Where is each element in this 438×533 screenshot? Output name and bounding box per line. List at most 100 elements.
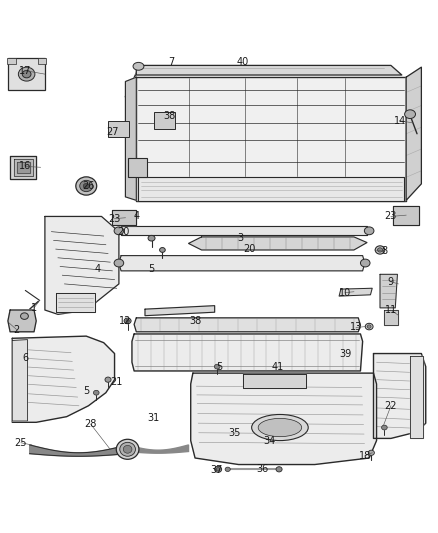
Ellipse shape <box>215 466 222 472</box>
Text: 5: 5 <box>83 385 89 395</box>
Polygon shape <box>406 67 421 200</box>
Polygon shape <box>17 162 30 173</box>
Polygon shape <box>132 334 363 371</box>
Ellipse shape <box>159 247 165 252</box>
Text: 13: 13 <box>350 322 362 333</box>
Ellipse shape <box>123 446 132 453</box>
Bar <box>108 120 129 137</box>
Polygon shape <box>8 310 36 332</box>
Text: 38: 38 <box>163 111 175 122</box>
Text: 36: 36 <box>256 464 268 474</box>
Text: 10: 10 <box>339 288 351 297</box>
Ellipse shape <box>83 183 89 189</box>
Ellipse shape <box>276 467 282 472</box>
Text: 20: 20 <box>243 244 256 254</box>
Text: 16: 16 <box>19 161 32 172</box>
Text: 4: 4 <box>133 212 139 221</box>
Text: 35: 35 <box>228 428 240 438</box>
Ellipse shape <box>215 364 220 369</box>
Text: 23: 23 <box>108 214 121 224</box>
Ellipse shape <box>252 415 308 441</box>
Ellipse shape <box>216 467 220 471</box>
Polygon shape <box>121 227 367 235</box>
Text: 34: 34 <box>263 435 275 446</box>
Text: 23: 23 <box>385 212 397 221</box>
Polygon shape <box>410 356 423 439</box>
Ellipse shape <box>76 177 97 195</box>
Text: 41: 41 <box>272 361 284 372</box>
Ellipse shape <box>148 236 155 241</box>
Polygon shape <box>125 77 136 200</box>
Polygon shape <box>119 256 365 271</box>
Text: 18: 18 <box>359 451 371 461</box>
Polygon shape <box>339 288 372 296</box>
Ellipse shape <box>114 227 124 235</box>
Ellipse shape <box>405 110 416 118</box>
Ellipse shape <box>381 425 387 430</box>
Polygon shape <box>393 206 419 225</box>
Text: 27: 27 <box>106 126 119 136</box>
Polygon shape <box>136 66 402 75</box>
Text: 7: 7 <box>168 57 174 67</box>
Polygon shape <box>113 210 136 225</box>
Polygon shape <box>45 216 119 314</box>
Polygon shape <box>30 445 127 456</box>
Ellipse shape <box>120 442 135 456</box>
Text: 4: 4 <box>94 264 100 273</box>
Text: 31: 31 <box>148 413 160 423</box>
Ellipse shape <box>105 377 111 382</box>
Ellipse shape <box>116 439 139 459</box>
Ellipse shape <box>18 67 35 81</box>
Polygon shape <box>127 445 188 453</box>
Text: 39: 39 <box>339 349 351 359</box>
Polygon shape <box>134 318 360 332</box>
Polygon shape <box>243 375 306 389</box>
Text: 2: 2 <box>14 325 20 335</box>
Text: 40: 40 <box>237 57 249 67</box>
Polygon shape <box>14 159 33 176</box>
Text: 38: 38 <box>189 316 201 326</box>
Text: 22: 22 <box>385 401 397 411</box>
Bar <box>7 58 16 64</box>
Ellipse shape <box>133 62 144 70</box>
Text: 1: 1 <box>31 303 37 313</box>
Ellipse shape <box>360 259 370 267</box>
Text: 26: 26 <box>82 181 95 191</box>
Ellipse shape <box>225 467 230 472</box>
Text: 12: 12 <box>119 316 131 326</box>
Text: 28: 28 <box>85 419 97 429</box>
Polygon shape <box>374 353 426 439</box>
Polygon shape <box>145 305 215 316</box>
Text: 21: 21 <box>110 377 123 387</box>
Bar <box>127 158 147 177</box>
Polygon shape <box>56 293 95 312</box>
Ellipse shape <box>258 418 302 437</box>
Text: 5: 5 <box>216 361 222 372</box>
Bar <box>8 58 45 90</box>
Polygon shape <box>188 237 367 250</box>
Text: 14: 14 <box>393 116 406 126</box>
Ellipse shape <box>22 70 31 78</box>
Bar <box>38 58 46 64</box>
Text: 17: 17 <box>19 66 32 76</box>
Ellipse shape <box>126 319 129 322</box>
Ellipse shape <box>93 390 99 395</box>
Polygon shape <box>380 274 397 308</box>
Text: 20: 20 <box>117 227 130 237</box>
Text: 37: 37 <box>211 465 223 475</box>
Ellipse shape <box>364 227 374 235</box>
Polygon shape <box>12 336 115 422</box>
Polygon shape <box>138 177 404 201</box>
Polygon shape <box>191 373 377 465</box>
Text: 25: 25 <box>15 438 27 448</box>
Ellipse shape <box>368 450 374 455</box>
Text: 9: 9 <box>388 277 394 287</box>
Bar <box>154 112 175 130</box>
Text: 5: 5 <box>148 264 155 273</box>
Polygon shape <box>12 340 28 421</box>
Ellipse shape <box>114 259 124 267</box>
Polygon shape <box>10 156 36 180</box>
Ellipse shape <box>365 324 373 330</box>
Ellipse shape <box>367 325 371 328</box>
Text: 8: 8 <box>381 246 388 256</box>
